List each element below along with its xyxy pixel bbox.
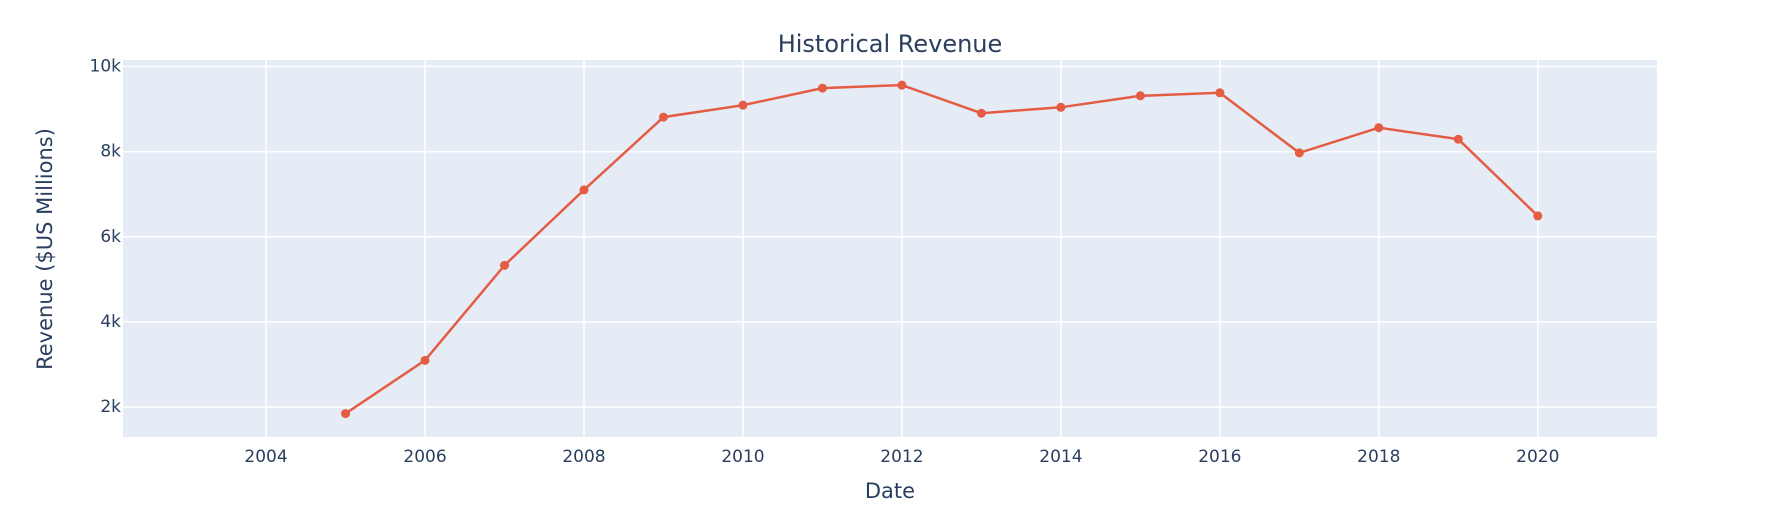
data-point-2019 (1453, 134, 1463, 144)
y-tick-label: 10k (90, 56, 122, 76)
data-point-2011 (817, 83, 827, 93)
y-tick-label: 4k (100, 312, 121, 332)
x-axis-label: Date (865, 479, 915, 503)
data-point-2020 (1533, 211, 1543, 221)
x-tick-label: 2008 (562, 447, 605, 467)
data-point-2017 (1294, 148, 1304, 158)
x-tick-label: 2020 (1516, 447, 1559, 467)
data-point-2016 (1215, 88, 1225, 98)
x-tick-label: 2004 (244, 447, 287, 467)
data-point-2006 (420, 355, 430, 365)
y-tick-labels: 2k 4k 6k 8k 10k (90, 56, 122, 417)
y-axis-label: Revenue ($US Millions) (33, 128, 57, 370)
data-point-2013 (976, 108, 986, 118)
x-tick-label: 2010 (721, 447, 764, 467)
x-tick-label: 2012 (880, 447, 923, 467)
x-tick-label: 2014 (1039, 447, 1082, 467)
revenue-data-points (341, 80, 1543, 419)
chart-title: Historical Revenue (778, 30, 1003, 58)
plot-area (123, 60, 1657, 437)
y-tick-label: 2k (100, 397, 121, 417)
data-point-2010 (738, 100, 748, 110)
data-point-2008 (579, 185, 589, 195)
data-point-2005 (341, 409, 351, 419)
gridlines (123, 60, 1657, 437)
data-point-2014 (1056, 102, 1066, 112)
y-tick-label: 8k (100, 142, 121, 162)
data-point-2007 (500, 260, 510, 270)
x-tick-label: 2016 (1198, 447, 1241, 467)
data-point-2015 (1135, 91, 1145, 101)
x-tick-label: 2018 (1357, 447, 1400, 467)
data-point-2012 (897, 80, 907, 90)
x-tick-label: 2006 (403, 447, 446, 467)
revenue-series-line (344, 83, 1539, 415)
y-tick-label: 6k (100, 227, 121, 247)
data-point-2018 (1374, 123, 1384, 133)
x-tick-labels: 2004 2006 2008 2010 2012 2014 2016 2018 2020 (244, 447, 1559, 467)
data-point-2009 (658, 112, 668, 122)
